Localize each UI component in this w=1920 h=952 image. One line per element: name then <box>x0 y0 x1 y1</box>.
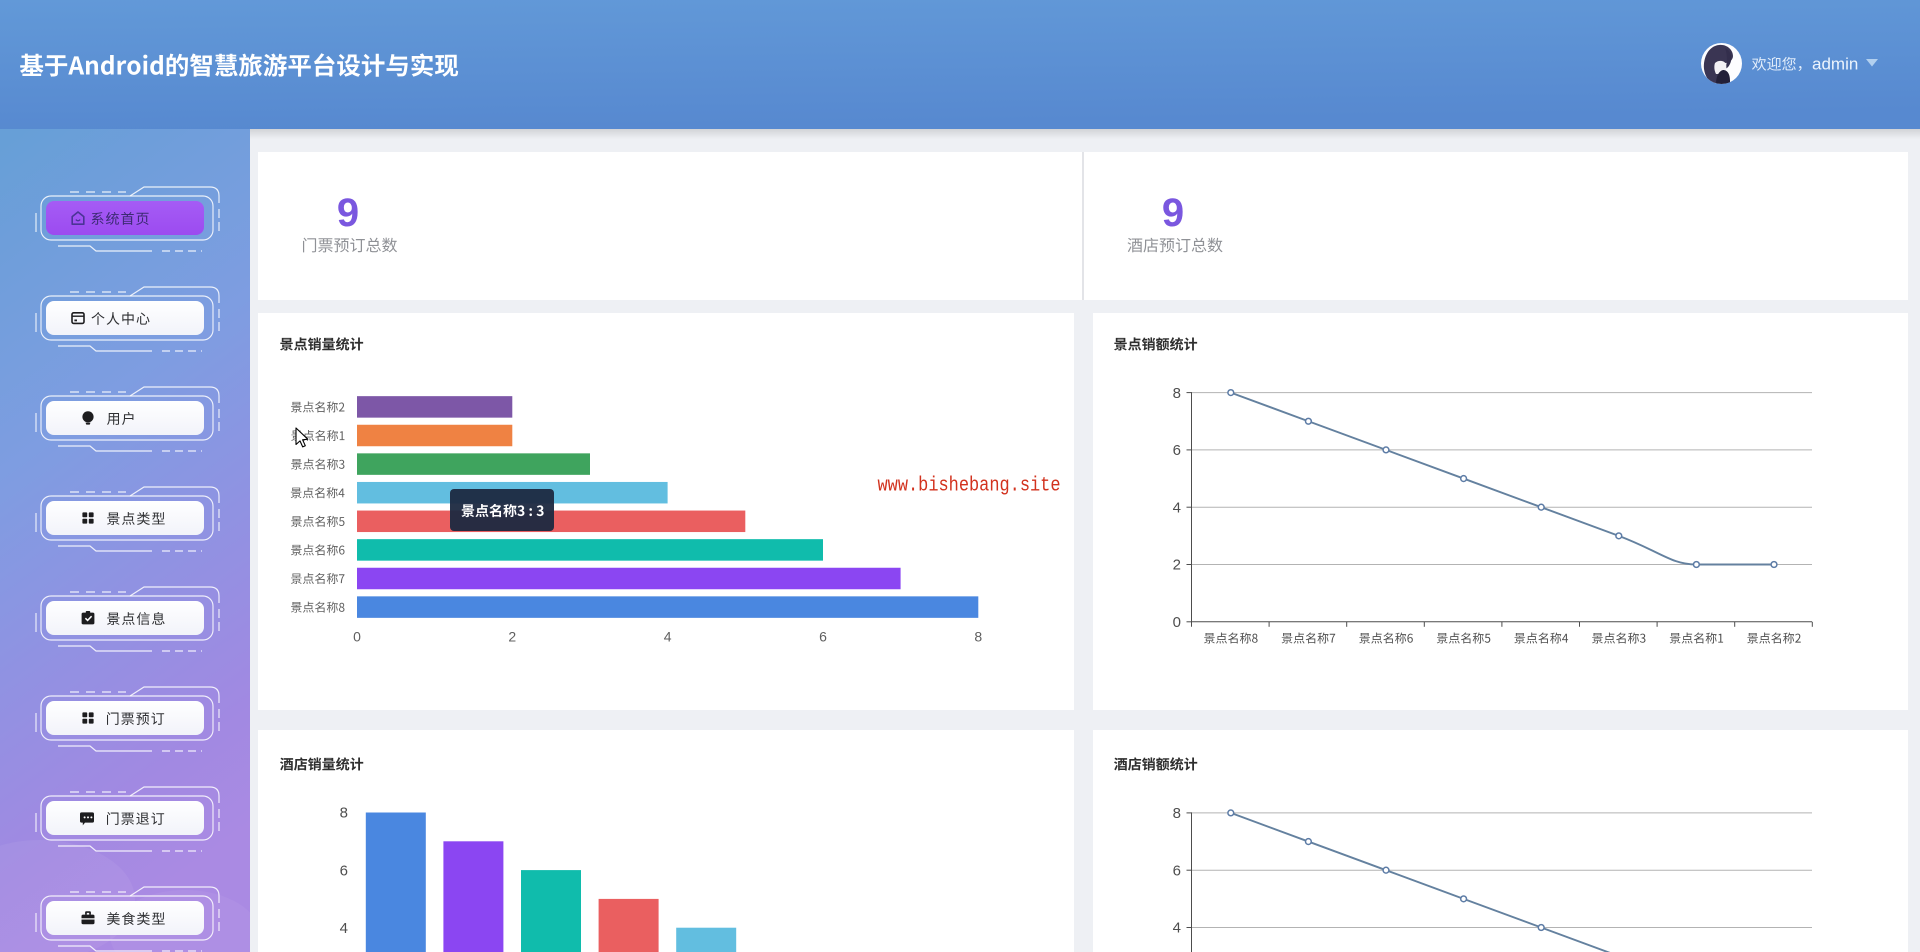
svg-text:2: 2 <box>1173 557 1181 574</box>
svg-text:0: 0 <box>353 629 361 645</box>
svg-text:4: 4 <box>1173 499 1181 516</box>
svg-text:6: 6 <box>1173 862 1181 879</box>
svg-text:8: 8 <box>340 805 348 822</box>
svg-text:8: 8 <box>974 629 982 645</box>
svg-text:8: 8 <box>1173 805 1181 822</box>
svg-text:4: 4 <box>664 629 672 645</box>
svg-text:www.bishebang.site: www.bishebang.site <box>878 475 1061 498</box>
svg-text:6: 6 <box>819 629 827 645</box>
svg-text:8: 8 <box>1173 385 1181 402</box>
svg-text:6: 6 <box>340 862 348 879</box>
svg-text:9: 9 <box>337 191 359 235</box>
svg-text:2: 2 <box>508 629 516 645</box>
svg-text:9: 9 <box>1162 191 1184 235</box>
svg-text:6: 6 <box>1173 442 1181 459</box>
svg-text:4: 4 <box>340 920 348 937</box>
svg-text:4: 4 <box>1173 920 1181 937</box>
svg-text:admin: admin <box>1812 55 1858 74</box>
svg-text:0: 0 <box>1173 614 1181 631</box>
